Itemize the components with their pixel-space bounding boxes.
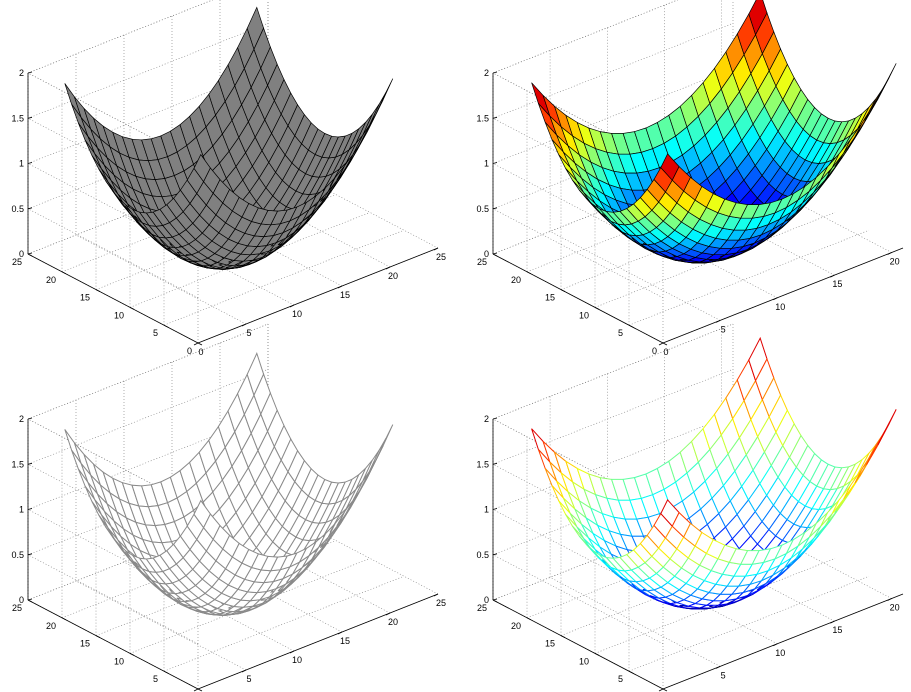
x-tick-label: 20	[388, 271, 398, 281]
x-tick-label: 10	[292, 309, 302, 319]
y-tick-label: 15	[80, 293, 90, 303]
x-tick-label: 20	[890, 603, 900, 613]
surface-patch	[877, 409, 897, 446]
z-tick-label: 0	[19, 249, 24, 259]
y-tick-label: 20	[46, 621, 56, 631]
z-tick-label: 1	[484, 159, 489, 169]
z-tick-label: 0.5	[11, 204, 24, 214]
x-tick-label: 15	[340, 636, 350, 646]
y-tick-label: 10	[114, 310, 124, 320]
x-tick-label: 10	[292, 655, 302, 665]
surface-patch	[877, 63, 897, 99]
mesh-surface	[64, 352, 394, 617]
x-tick-label: 5	[721, 324, 726, 334]
z-tick-label: 0	[484, 249, 489, 259]
x-tick-label: 15	[832, 279, 842, 289]
x-tick-label: 25	[436, 598, 446, 608]
x-tick-label: 20	[890, 257, 900, 267]
x-tick-label: 10	[775, 648, 785, 658]
y-tick-label: 0	[187, 346, 192, 356]
y-tick-label: 5	[618, 674, 623, 684]
x-tick-label: 5	[721, 670, 726, 680]
y-tick-label: 25	[477, 257, 487, 267]
x-tick-label: 5	[246, 674, 251, 684]
z-tick-label: 0.5	[11, 550, 24, 560]
y-tick-label: 0	[652, 346, 657, 356]
y-tick-label: 20	[511, 621, 521, 631]
y-tick-label: 25	[12, 603, 22, 613]
surface-patch	[375, 424, 394, 460]
y-tick-label: 20	[46, 275, 56, 285]
y-tick-label: 15	[545, 639, 555, 649]
z-tick-label: 0	[19, 595, 24, 605]
z-tick-label: 1.5	[11, 459, 24, 469]
x-tick-label: 20	[388, 617, 398, 627]
x-tick-label: 15	[832, 625, 842, 635]
shaded-surface	[531, 0, 897, 264]
z-tick-label: 2	[19, 68, 24, 78]
z-tick-label: 2	[484, 414, 489, 424]
surface-patch	[64, 83, 82, 118]
x-tick-label: 25	[436, 252, 446, 262]
y-tick-label: 25	[12, 257, 22, 267]
y-tick-label: 5	[153, 674, 158, 684]
y-tick-label: 20	[511, 275, 521, 285]
z-tick-label: 0	[484, 595, 489, 605]
y-tick-label: 10	[579, 310, 589, 320]
z-tick-label: 1	[484, 505, 489, 515]
x-tick-label: 0	[198, 347, 203, 357]
y-tick-label: 5	[618, 328, 623, 338]
y-tick-label: 10	[114, 656, 124, 666]
z-tick-label: 1	[19, 159, 24, 169]
z-tick-label: 1.5	[476, 459, 489, 469]
surface-patch	[64, 429, 82, 464]
x-tick-label: 0	[663, 347, 668, 357]
z-tick-label: 2	[484, 68, 489, 78]
y-tick-label: 25	[477, 603, 487, 613]
y-tick-label: 10	[579, 656, 589, 666]
mesh-surface	[531, 336, 897, 610]
x-tick-label: 15	[340, 290, 350, 300]
y-tick-label: 15	[80, 639, 90, 649]
z-tick-label: 1	[19, 505, 24, 515]
z-tick-label: 2	[19, 414, 24, 424]
x-tick-label: 5	[246, 328, 251, 338]
z-tick-label: 0.5	[476, 550, 489, 560]
y-tick-label: 15	[545, 293, 555, 303]
x-tick-label: 10	[775, 302, 785, 312]
z-tick-label: 0.5	[476, 204, 489, 214]
surface-patch	[376, 78, 394, 114]
z-tick-label: 1.5	[476, 113, 489, 123]
y-tick-label: 5	[153, 328, 158, 338]
z-tick-label: 1.5	[11, 113, 24, 123]
shaded-surface	[64, 6, 394, 270]
